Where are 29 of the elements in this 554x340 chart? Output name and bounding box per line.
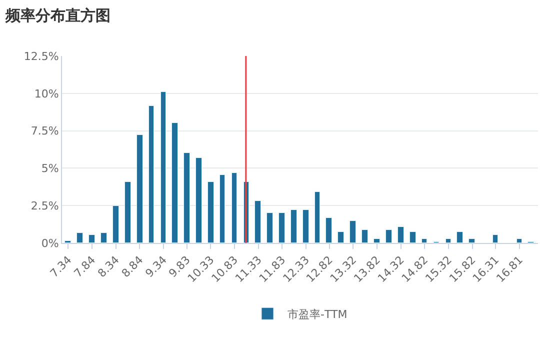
chart-title: 频率分布直方图 [4, 6, 111, 25]
bar [100, 232, 107, 243]
bar [468, 238, 475, 243]
bar [516, 238, 522, 243]
bar [88, 234, 95, 243]
bar [278, 212, 285, 243]
bar [446, 238, 451, 243]
bar [374, 238, 380, 243]
y-tick-label: 2.5% [30, 199, 59, 212]
bar [410, 232, 416, 243]
bar [350, 220, 356, 243]
bar [338, 232, 344, 243]
bar [386, 230, 392, 243]
legend-label: 市盈率-TTM [288, 308, 348, 321]
y-tick-label: 10% [34, 87, 59, 100]
bar [422, 238, 427, 243]
bar [398, 226, 404, 243]
y-tick-label: 12.5% [24, 50, 59, 63]
bar [456, 232, 463, 243]
y-tick-label: 7.5% [30, 124, 59, 138]
bar [362, 230, 368, 243]
bar [76, 232, 83, 243]
bar [290, 210, 297, 243]
bar [492, 234, 498, 243]
bar [302, 210, 309, 243]
y-tick-label: 0% [41, 236, 59, 250]
bar [326, 218, 332, 243]
bar [266, 212, 273, 243]
y-tick-label: 5% [41, 162, 59, 176]
